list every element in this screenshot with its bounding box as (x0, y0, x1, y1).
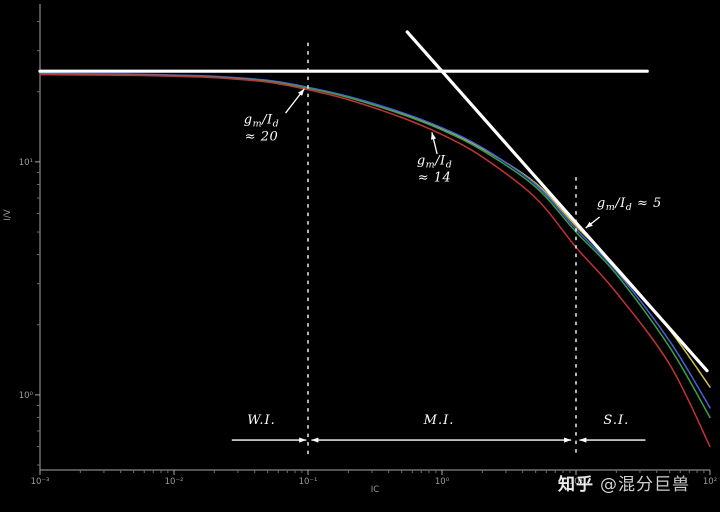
arrowhead (298, 88, 305, 96)
watermark-brand: 知乎 (558, 475, 594, 495)
watermark: 知乎 @混分巨兽 (558, 475, 690, 495)
x-tick-label: 10⁻³ (31, 477, 50, 487)
x-tick-label: 10⁻² (165, 477, 184, 487)
series-gm-id-curve-red (39, 73, 711, 448)
arrowhead (579, 437, 587, 443)
watermark-handle: @混分巨兽 (600, 475, 690, 495)
series-gm-id-curve-yellow (39, 72, 711, 388)
arrowhead (431, 132, 436, 140)
x-tick-label: 10¹ (569, 477, 583, 487)
annotation-text-2: ≈ 14 (418, 171, 452, 186)
annotation-text-1: ≈ 20 (245, 130, 279, 145)
arrowhead (564, 437, 572, 443)
annotation-text-3: gm/Id ≈ 5 (597, 196, 662, 213)
y-tick-label: 10⁰ (19, 391, 34, 401)
x-tick-label: 10⁻¹ (299, 477, 318, 487)
arrowhead (585, 221, 593, 229)
x-tick-label: 10² (703, 477, 717, 487)
arrowhead (299, 437, 307, 443)
y-axis-title: I/V (3, 209, 13, 220)
arrowhead (311, 437, 319, 443)
strong-inversion-asymptote (405, 30, 709, 373)
region-label-wi: W.I. (247, 413, 276, 428)
annotation-text-2: gm/Id (417, 154, 452, 171)
series-gm-id-curve-blue (39, 72, 711, 409)
series-gm-id-curve-green (39, 73, 711, 419)
annotation-text-1: gm/Id (244, 113, 279, 130)
y-tick-label: 10¹ (19, 158, 33, 168)
x-axis-title: IC (371, 485, 380, 495)
x-tick-label: 10⁰ (435, 477, 450, 487)
region-label-si: S.I. (603, 413, 629, 428)
region-label-mi: M.I. (423, 413, 455, 428)
